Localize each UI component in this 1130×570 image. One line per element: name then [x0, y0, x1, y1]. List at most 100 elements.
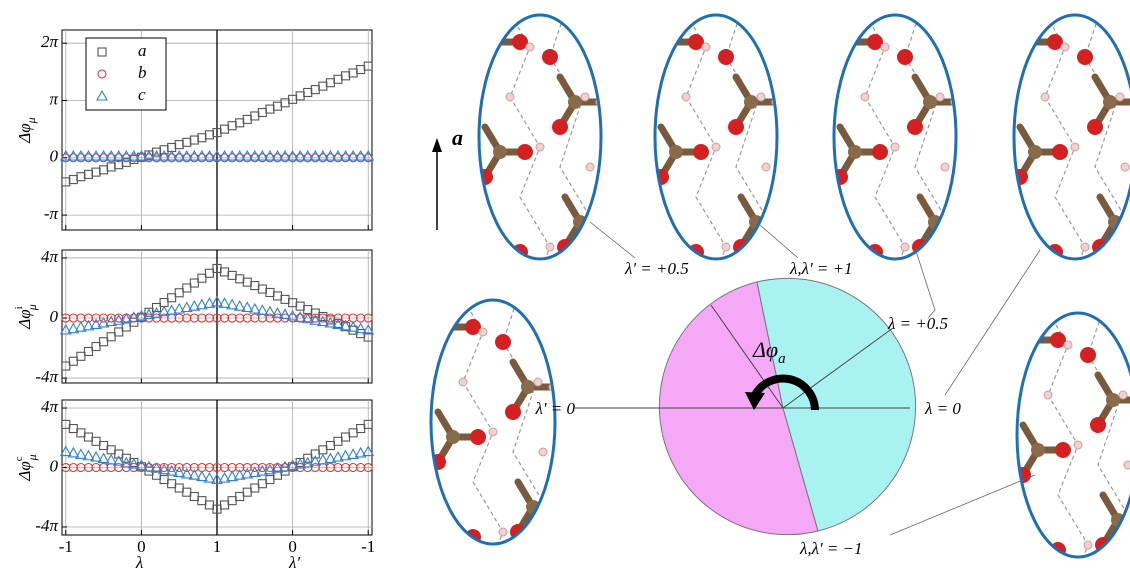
diagram: a Δφa λ' = +0.5 λ,λ' = +1 λ = +0.5 λ' = — [425, 0, 1130, 570]
marker — [294, 457, 307, 469]
structure — [1010, 295, 1130, 570]
marker — [339, 319, 352, 331]
y-tick-label: 0 — [50, 147, 59, 166]
marker — [150, 307, 163, 318]
marker — [105, 315, 118, 327]
marker — [233, 149, 246, 161]
y-label-sub: μ — [25, 454, 39, 461]
marker — [167, 293, 177, 303]
marker — [324, 149, 337, 161]
y-label-sub: μ — [25, 304, 39, 311]
x-tick-label: 1 — [213, 537, 222, 556]
marker — [203, 297, 216, 308]
marker — [59, 323, 72, 335]
marker — [362, 149, 375, 161]
marker — [332, 450, 344, 462]
marker — [151, 302, 162, 313]
marker — [294, 311, 307, 322]
marker — [363, 462, 373, 473]
marker — [301, 149, 314, 161]
marker — [180, 149, 193, 161]
marker — [127, 149, 140, 161]
marker — [143, 460, 155, 472]
marker — [211, 149, 223, 161]
marker — [354, 149, 367, 161]
marker — [286, 459, 299, 470]
leader — [759, 224, 799, 259]
marker — [74, 149, 87, 161]
marker — [204, 268, 214, 278]
ellipse — [653, 13, 779, 261]
marker — [97, 316, 110, 328]
marker — [74, 321, 87, 332]
marker — [105, 149, 118, 161]
y-tick-label: π — [49, 89, 58, 108]
marker — [218, 149, 231, 161]
leader — [589, 221, 636, 259]
y-tick-label: 0 — [50, 307, 59, 326]
marker — [165, 464, 178, 476]
marker — [248, 466, 261, 477]
marker — [362, 323, 375, 335]
marker — [339, 149, 352, 161]
marker — [363, 419, 373, 429]
marker — [354, 322, 367, 334]
marker — [82, 449, 95, 461]
structure — [648, 0, 785, 297]
ray — [782, 327, 894, 409]
marker — [241, 149, 254, 161]
marker — [226, 470, 239, 482]
y-label-sub: μ — [24, 117, 38, 124]
marker — [150, 149, 163, 161]
legend-label: c — [138, 85, 146, 104]
marker — [120, 149, 133, 161]
marker — [218, 297, 231, 308]
x-tick-label: 0 — [288, 537, 297, 556]
marker — [112, 455, 125, 466]
marker — [90, 318, 102, 330]
marker — [363, 61, 373, 71]
chart: -1 0 1 0 -1 4π 0 -4π Δφcμ λ λ' — [13, 397, 376, 570]
marker — [279, 149, 291, 161]
marker — [135, 309, 148, 321]
marker — [59, 445, 72, 457]
chart: 2π π 0 -π Δφμ abc — [15, 29, 375, 231]
marker — [263, 463, 276, 475]
marker — [182, 283, 192, 293]
marker — [332, 318, 344, 330]
chart: 4π 0 -4π Δφiμ — [13, 247, 375, 386]
marker — [316, 315, 329, 327]
y-tick-label: 4π — [41, 397, 59, 416]
marker — [67, 322, 80, 334]
x-tick-label: 0 — [137, 537, 146, 556]
marker — [143, 149, 155, 161]
marker — [233, 469, 246, 480]
marker — [363, 332, 373, 342]
label: λ = 0 — [924, 399, 961, 418]
marker — [114, 327, 124, 337]
y-axis-label: Δφμ — [15, 117, 38, 143]
marker — [188, 149, 201, 161]
marker — [135, 459, 148, 470]
marker — [301, 312, 314, 324]
label: λ' = 0 — [535, 399, 576, 418]
marker — [309, 455, 322, 466]
marker — [248, 302, 261, 314]
marker — [188, 469, 201, 480]
label: λ,λ' = +1 — [789, 259, 853, 278]
marker — [68, 356, 78, 366]
y-tick-label: 4π — [41, 247, 59, 266]
y-label-sup: i — [13, 306, 25, 309]
marker — [241, 301, 254, 313]
marker — [218, 471, 231, 483]
marker — [316, 453, 329, 465]
rotation-arrow — [751, 374, 819, 411]
marker — [332, 149, 344, 161]
x-axis-label: λ' — [288, 553, 300, 570]
structure — [1007, 0, 1130, 297]
structure — [425, 282, 562, 570]
y-tick-label: 0 — [50, 456, 59, 475]
marker — [309, 314, 322, 325]
x-tick-label: -1 — [59, 537, 73, 556]
marker — [271, 462, 284, 473]
